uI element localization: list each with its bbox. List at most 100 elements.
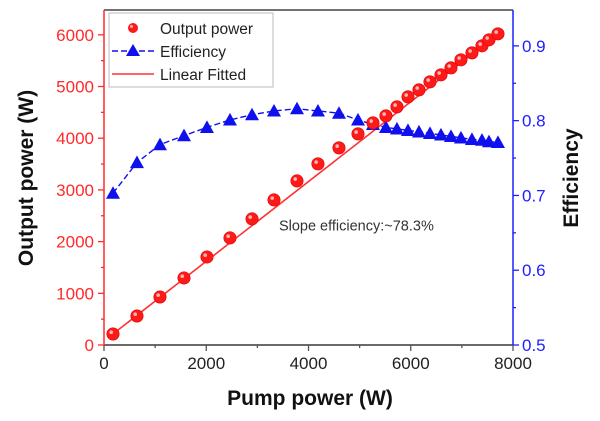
- output-power-point-highlight: [415, 86, 419, 90]
- axes: 0 2000 4000 6000 8000 0 1000 2000 3000 4000 5000 60…: [56, 9, 546, 373]
- output-power-point-highlight: [478, 42, 482, 46]
- output-power-point-highlight: [393, 103, 397, 107]
- x-tick-label: 4000: [290, 354, 328, 373]
- output-power-series: [106, 27, 505, 341]
- right-tick-label: 0.6: [522, 261, 546, 280]
- efficiency-point: [245, 107, 260, 121]
- efficiency-point: [400, 123, 415, 136]
- legend-label-output-power: Output power: [160, 21, 253, 38]
- output-power-point: [465, 46, 479, 60]
- efficiency-point: [464, 132, 479, 145]
- efficiency-point: [389, 121, 404, 135]
- efficiency-point: [289, 101, 304, 115]
- output-power-point-highlight: [335, 144, 339, 148]
- output-power-point: [366, 116, 380, 130]
- left-tick-label: 3000: [56, 181, 94, 200]
- output-power-point: [245, 212, 259, 226]
- output-power-point-highlight: [270, 196, 274, 200]
- efficiency-point: [310, 103, 325, 117]
- efficiency-point: [350, 112, 365, 126]
- output-power-point-highlight: [226, 234, 230, 238]
- output-power-point: [444, 61, 458, 75]
- output-power-point-highlight: [447, 64, 451, 68]
- x-tick-label: 2000: [187, 354, 225, 373]
- output-power-point: [311, 157, 325, 171]
- output-power-point-highlight: [354, 130, 358, 134]
- output-power-point: [434, 68, 448, 82]
- left-tick-label: 2000: [56, 233, 94, 252]
- efficiency-point: [422, 126, 437, 139]
- output-power-point: [412, 83, 426, 97]
- output-power-point-highlight: [133, 312, 137, 316]
- output-power-point: [153, 290, 167, 304]
- efficiency-point: [177, 128, 192, 142]
- efficiency-point: [105, 186, 120, 199]
- right-tick-label: 0.5: [522, 336, 546, 355]
- output-power-point: [491, 27, 505, 41]
- output-power-point-highlight: [426, 78, 430, 82]
- slope-efficiency-annotation: Slope efficiency:~78.3%: [279, 218, 434, 234]
- output-power-point: [401, 90, 415, 104]
- efficiency-point: [266, 103, 281, 117]
- output-power-point: [267, 193, 281, 207]
- output-power-point: [454, 53, 468, 67]
- efficiency-point: [378, 120, 393, 133]
- efficiency-point: [199, 120, 214, 133]
- right-tick-label: 0.7: [522, 186, 546, 205]
- efficiency-point: [411, 124, 426, 138]
- efficiency-point: [129, 155, 144, 169]
- legend-circle-marker: [128, 23, 138, 33]
- output-power-point-highlight: [382, 112, 386, 116]
- legend: Output power Efficiency Linear Fitted: [108, 12, 274, 88]
- x-tick-label: 8000: [494, 354, 532, 373]
- output-power-point-highlight: [248, 215, 253, 219]
- left-tick-label: 4000: [56, 129, 94, 148]
- legend-circle-highlight: [130, 25, 133, 28]
- left-tick-label: 0: [85, 336, 94, 355]
- y2-axis-title: Efficiency: [560, 128, 583, 228]
- output-power-point-highlight: [457, 56, 461, 60]
- efficiency-point: [152, 137, 167, 151]
- x-tick-label: 0: [99, 354, 108, 373]
- output-power-point-highlight: [404, 93, 408, 97]
- x-tick-label: 6000: [392, 354, 430, 373]
- efficiency-point: [481, 134, 496, 148]
- output-power-point-highlight: [369, 119, 373, 123]
- output-power-point-highlight: [485, 36, 489, 40]
- output-power-point: [482, 33, 496, 47]
- legend-item-linear-fitted: Linear Fitted: [112, 67, 246, 84]
- x-axis-title: Pump power (W): [227, 387, 393, 410]
- output-power-point: [290, 174, 304, 188]
- output-power-point-highlight: [314, 160, 318, 164]
- output-power-point: [177, 271, 191, 285]
- output-power-point-highlight: [180, 274, 185, 278]
- y-axis-title: Output power (W): [15, 90, 38, 266]
- legend-triangle-marker: [126, 44, 140, 56]
- output-power-point: [332, 141, 346, 155]
- output-power-point-highlight: [468, 49, 472, 53]
- output-power-point: [130, 309, 144, 323]
- output-power-point: [390, 100, 404, 114]
- legend-label-efficiency: Efficiency: [160, 44, 226, 61]
- left-tick-label: 1000: [56, 284, 94, 303]
- output-power-point: [106, 327, 120, 341]
- efficiency-point: [222, 112, 237, 126]
- efficiency-point: [490, 135, 505, 148]
- left-tick-label: 6000: [56, 26, 94, 45]
- left-tick-label: 5000: [56, 78, 94, 97]
- output-power-point-highlight: [293, 177, 297, 181]
- output-power-point: [379, 109, 393, 123]
- output-power-point-highlight: [156, 293, 160, 297]
- output-power-point: [423, 75, 437, 89]
- efficiency-point: [331, 106, 346, 119]
- legend-item-output-power: Output power: [128, 21, 253, 38]
- efficiency-point: [433, 127, 448, 141]
- output-power-point-highlight: [494, 30, 498, 34]
- legend-label-linear-fitted: Linear Fitted: [160, 67, 246, 84]
- output-power-point-highlight: [203, 253, 207, 257]
- right-tick-label: 0.8: [522, 112, 546, 131]
- efficiency-point: [453, 130, 468, 144]
- legend-item-efficiency: Efficiency: [112, 44, 226, 61]
- right-tick-label: 0.9: [522, 37, 546, 56]
